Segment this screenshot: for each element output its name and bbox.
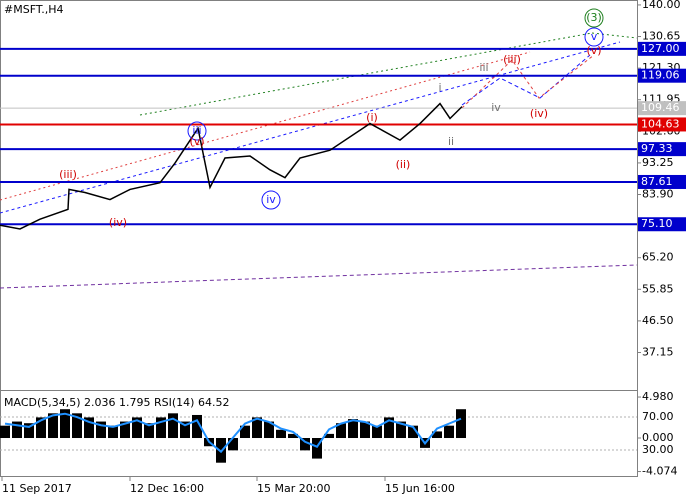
macd-bar: [24, 423, 34, 439]
macd-bar: [96, 421, 106, 439]
y-tick-label: 55.85: [642, 282, 674, 295]
macd-bar: [252, 417, 262, 439]
level-label: 75.10: [641, 217, 673, 230]
macd-bar: [108, 425, 118, 439]
wave-circle: [584, 27, 604, 47]
wave-label: (iv): [530, 107, 548, 120]
wave-label: (3): [586, 11, 602, 24]
macd-bar: [168, 413, 178, 439]
macd-bar: [444, 425, 454, 439]
x-tick-label: 15 Mar 20:00: [257, 482, 330, 495]
channel-line: [0, 264, 638, 289]
y2-tick-label: 30.00: [642, 443, 674, 456]
level-box: [638, 217, 686, 232]
macd-bar: [372, 425, 382, 439]
macd-bar: [456, 409, 466, 439]
macd-bar: [48, 413, 58, 439]
macd-bar: [60, 409, 70, 439]
level-box: [638, 68, 686, 83]
level-box: [638, 117, 686, 132]
wave-circle: [261, 190, 281, 210]
macd-bar: [120, 421, 130, 439]
level-box: [638, 142, 686, 157]
wave-label: (iii): [503, 53, 521, 66]
level-label: 97.33: [641, 142, 673, 155]
macd-bar: [240, 425, 250, 439]
macd-bar: [180, 421, 190, 439]
macd-bar: [432, 431, 442, 439]
macd-bar: [36, 417, 46, 439]
level-box: [638, 101, 686, 116]
y-tick-label: 37.15: [642, 345, 674, 358]
wave-label: (iii): [59, 168, 77, 181]
wave-label: (i): [366, 111, 378, 124]
macd-bar: [72, 413, 82, 439]
level-box: [638, 41, 686, 56]
indicator-label: MACD(5,34,5) 2.036 1.795 RSI(14) 64.52: [4, 396, 229, 409]
wave-label: (v): [586, 44, 601, 57]
y-tick-label: -4.074: [642, 465, 677, 478]
channel-line: [0, 41, 621, 214]
wave-circle: [187, 121, 207, 141]
macd-bar: [336, 423, 346, 439]
macd-bar: [84, 417, 94, 439]
y-tick-label: 130.65: [642, 30, 681, 43]
macd-bar: [300, 438, 310, 451]
macd-bar: [12, 421, 22, 439]
channel-line: [139, 32, 593, 116]
y-tick-label: 65.20: [642, 251, 674, 264]
chart-title: #MSFT.,H4: [4, 3, 64, 16]
wave-label: iii: [192, 124, 201, 137]
wave-label: ii: [448, 135, 454, 148]
x-tick-label: 11 Sep 2017: [2, 482, 72, 495]
level-label: 127.00: [641, 42, 680, 55]
wave-label: (v): [189, 135, 204, 148]
plot-frame: [0, 0, 638, 477]
y-tick-label: 140.00: [642, 0, 681, 11]
level-label: 109.46: [641, 101, 680, 114]
y-tick-label: 0.000: [642, 431, 674, 444]
macd-bar: [348, 419, 358, 439]
wave-label: (iv): [109, 216, 127, 229]
wave-label: (ii): [396, 158, 411, 171]
wave-circle: [584, 8, 604, 28]
macd-bar: [192, 414, 202, 439]
y-tick-label: 93.25: [642, 156, 674, 169]
rsi-line: [4, 412, 462, 454]
y2-tick-label: 70.00: [642, 410, 674, 423]
wave-label: iii: [479, 61, 488, 74]
macd-bar: [144, 423, 154, 439]
wave-label: v: [591, 30, 598, 43]
y-tick-label: 4.980: [642, 390, 674, 403]
level-label: 104.63: [641, 117, 680, 130]
macd-bar: [384, 417, 394, 439]
wave-label: iv: [491, 101, 501, 114]
level-label: 87.61: [641, 175, 673, 188]
wave-label: iv: [266, 193, 276, 206]
wave-label: i: [438, 81, 441, 94]
x-tick-label: 15 Jun 16:00: [385, 482, 455, 495]
macd-bar: [360, 421, 370, 439]
y-tick-label: 83.90: [642, 188, 674, 201]
macd-bar: [0, 425, 10, 439]
macd-bar: [228, 438, 238, 451]
y-tick-label: 46.50: [642, 314, 674, 327]
macd-bar: [288, 433, 298, 439]
x-tick-label: 12 Dec 16:00: [130, 482, 204, 495]
macd-bar: [324, 433, 334, 439]
macd-bar: [312, 438, 322, 459]
macd-bar: [276, 429, 286, 439]
macd-bar: [264, 421, 274, 439]
price-line: [0, 102, 463, 230]
channel-line: [0, 51, 531, 201]
macd-bar: [396, 421, 406, 439]
level-label: 119.06: [641, 69, 680, 82]
level-box: [638, 174, 686, 189]
macd-bar: [408, 425, 418, 439]
macd-bar: [132, 417, 142, 439]
macd-bar: [156, 417, 166, 439]
forecast-path: [461, 54, 591, 106]
